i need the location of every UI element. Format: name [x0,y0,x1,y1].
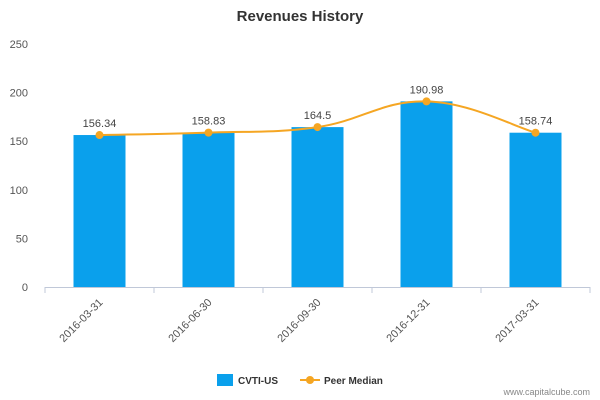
y-tick-label: 200 [10,88,28,100]
legend-label: CVTI-US [238,376,278,387]
y-tick-label: 50 [16,233,28,245]
x-tick-label: 2016-12-31 [384,297,432,345]
data-label: 156.34 [83,118,117,130]
y-axis: 0 50 100 150 200 250 [10,39,28,294]
x-tick-label: 2017-03-31 [493,297,541,345]
bar[interactable] [291,127,344,287]
x-tick-label: 2016-06-30 [166,297,214,345]
legend[interactable]: CVTI-US Peer Median [217,374,383,387]
chart-title: Revenues History [237,8,364,25]
line-series [95,97,540,140]
y-tick-label: 0 [22,282,28,294]
y-tick-label: 100 [10,185,28,197]
legend-label: Peer Median [324,376,383,387]
line-point[interactable] [204,128,213,137]
bar[interactable] [509,132,562,287]
line-point[interactable] [531,128,540,137]
bar[interactable] [73,135,126,287]
x-tick-label: 2016-09-30 [275,297,323,345]
legend-swatch-bar [217,374,233,386]
data-label: 190.98 [410,84,444,96]
x-axis: 2016-03-31 2016-06-30 2016-09-30 2016-12-31… [44,287,591,345]
y-tick-label: 150 [10,136,28,148]
data-label: 164.5 [304,110,332,122]
data-label: 158.83 [192,116,226,128]
y-tick-label: 250 [10,39,28,51]
data-labels: 156.34 158.83 164.5 190.98 158.74 [83,84,553,130]
line-point[interactable] [313,123,322,132]
credit-text: www.capitalcube.com [502,387,590,397]
bar[interactable] [400,101,453,288]
legend-swatch-marker [306,376,314,384]
x-tick-label: 2016-03-31 [57,297,105,345]
bar[interactable] [182,132,235,287]
bar-series [73,101,562,288]
line-point[interactable] [95,131,104,140]
data-label: 158.74 [519,116,553,128]
line-point[interactable] [422,97,431,106]
